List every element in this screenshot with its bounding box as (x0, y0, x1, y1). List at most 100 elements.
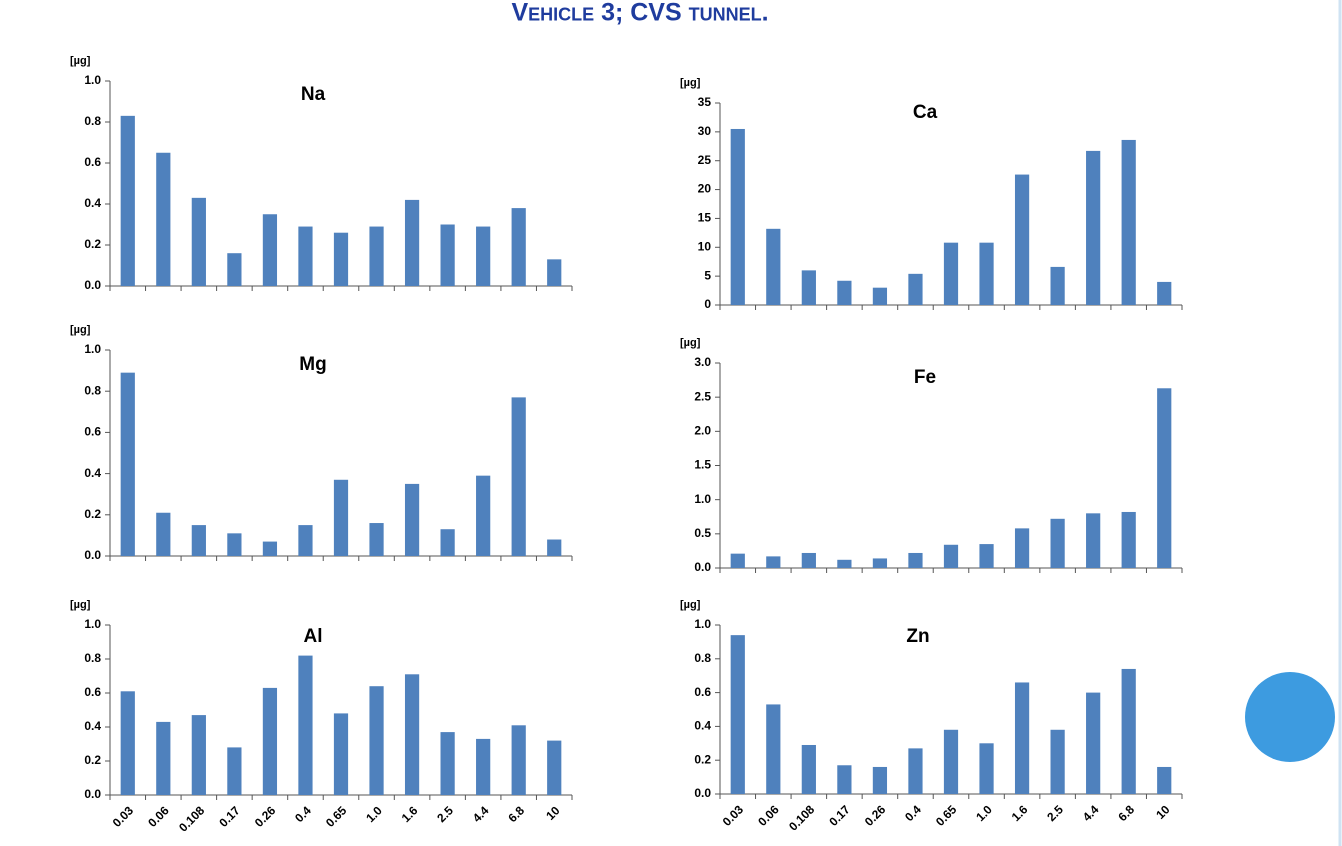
bar (547, 539, 562, 556)
chart-title: Fe (914, 367, 936, 388)
y-tick-label: 20 (698, 182, 712, 196)
x-tick-label: 0.26 (862, 802, 889, 829)
bar (511, 208, 526, 286)
x-tick-label: 0.06 (755, 802, 782, 829)
bar (227, 253, 242, 286)
bar (1014, 682, 1030, 794)
x-tick-label: 0.108 (786, 802, 817, 833)
bar (191, 715, 206, 795)
y-tick-label: 0.0 (694, 560, 711, 574)
y-tick-label: 1.0 (84, 73, 101, 87)
bar (872, 558, 888, 568)
y-tick-label: 10 (698, 239, 712, 253)
bar (440, 224, 455, 286)
x-tick-label: 0.65 (933, 802, 960, 829)
bar (404, 674, 420, 795)
bar (1050, 729, 1065, 794)
bar (120, 691, 135, 795)
y-axis-label: [µg] (680, 337, 701, 349)
bar (511, 397, 526, 556)
x-tick-label: 0.65 (323, 803, 350, 830)
x-tick-label: 4.4 (1080, 802, 1102, 824)
x-tick-label: 6.8 (1115, 802, 1137, 824)
bar (404, 483, 420, 556)
y-tick-label: 1.0 (694, 492, 711, 506)
chart-title: Na (301, 84, 326, 105)
y-tick-label: 0.6 (84, 685, 101, 699)
bar (979, 242, 994, 305)
bar (943, 729, 959, 794)
bar (801, 270, 816, 305)
y-tick-label: 0.4 (84, 719, 101, 733)
y-tick-label: 0 (704, 297, 711, 311)
chart-title: Mg (299, 354, 326, 375)
y-tick-label: 0.8 (694, 651, 711, 665)
bar (262, 214, 278, 286)
bar (333, 479, 349, 556)
x-tick-label: 0.06 (145, 803, 172, 830)
bar (1086, 150, 1101, 305)
y-tick-label: 1.0 (84, 617, 101, 631)
bar (120, 115, 135, 286)
bar (1121, 139, 1136, 305)
chart-title: Zn (906, 626, 929, 647)
bar (476, 226, 491, 286)
y-tick-label: 25 (698, 153, 712, 167)
x-tick-label: 0.4 (292, 803, 314, 825)
bar (872, 287, 888, 305)
y-axis-label: [µg] (70, 324, 91, 336)
bar (801, 744, 816, 794)
bar (1157, 766, 1172, 794)
y-tick-label: 0.8 (84, 651, 101, 665)
x-tick-label: 1.0 (973, 802, 995, 824)
bar (766, 228, 781, 305)
bar (120, 372, 135, 556)
x-tick-label: 0.03 (110, 803, 137, 830)
bar (369, 523, 384, 556)
x-tick-label: 6.8 (505, 803, 527, 825)
y-tick-label: 0.2 (84, 507, 101, 521)
bar (908, 748, 923, 794)
bar (440, 529, 455, 556)
y-axis-label: [µg] (680, 599, 701, 611)
y-tick-label: 2.0 (694, 424, 711, 438)
bar (404, 199, 420, 286)
y-tick-label: 0.6 (84, 425, 101, 439)
bar (1050, 518, 1065, 568)
bar (298, 525, 313, 556)
y-tick-label: 0.0 (84, 787, 101, 801)
x-tick-label: 0.17 (216, 803, 243, 830)
y-tick-label: 30 (698, 124, 712, 138)
bar (440, 732, 455, 795)
bar (1086, 692, 1101, 794)
x-tick-label: 0.26 (252, 803, 279, 830)
bar (801, 552, 816, 568)
y-tick-label: 1.0 (84, 342, 101, 356)
bar (298, 226, 313, 286)
bar (156, 152, 171, 286)
y-tick-label: 0.2 (84, 237, 101, 251)
y-tick-label: 1.5 (694, 458, 711, 472)
bar (227, 747, 242, 795)
x-tick-label: 2.5 (1044, 802, 1066, 824)
y-tick-label: 0.5 (694, 526, 711, 540)
bar (943, 544, 959, 568)
x-tick-label: 1.0 (363, 803, 385, 825)
bar (1121, 511, 1136, 568)
bar (1014, 528, 1030, 568)
x-tick-label: 2.5 (434, 803, 456, 825)
y-tick-label: 0.4 (694, 719, 711, 733)
bar (837, 765, 852, 794)
y-tick-label: 35 (698, 95, 712, 109)
bar (979, 544, 994, 568)
bar (730, 553, 745, 568)
y-tick-label: 0.8 (84, 383, 101, 397)
bar (730, 128, 745, 305)
bar (943, 242, 959, 305)
bar (837, 559, 852, 568)
bar (333, 713, 349, 795)
y-tick-label: 0.0 (84, 278, 101, 292)
bar (1050, 266, 1065, 305)
bar (1086, 513, 1101, 568)
